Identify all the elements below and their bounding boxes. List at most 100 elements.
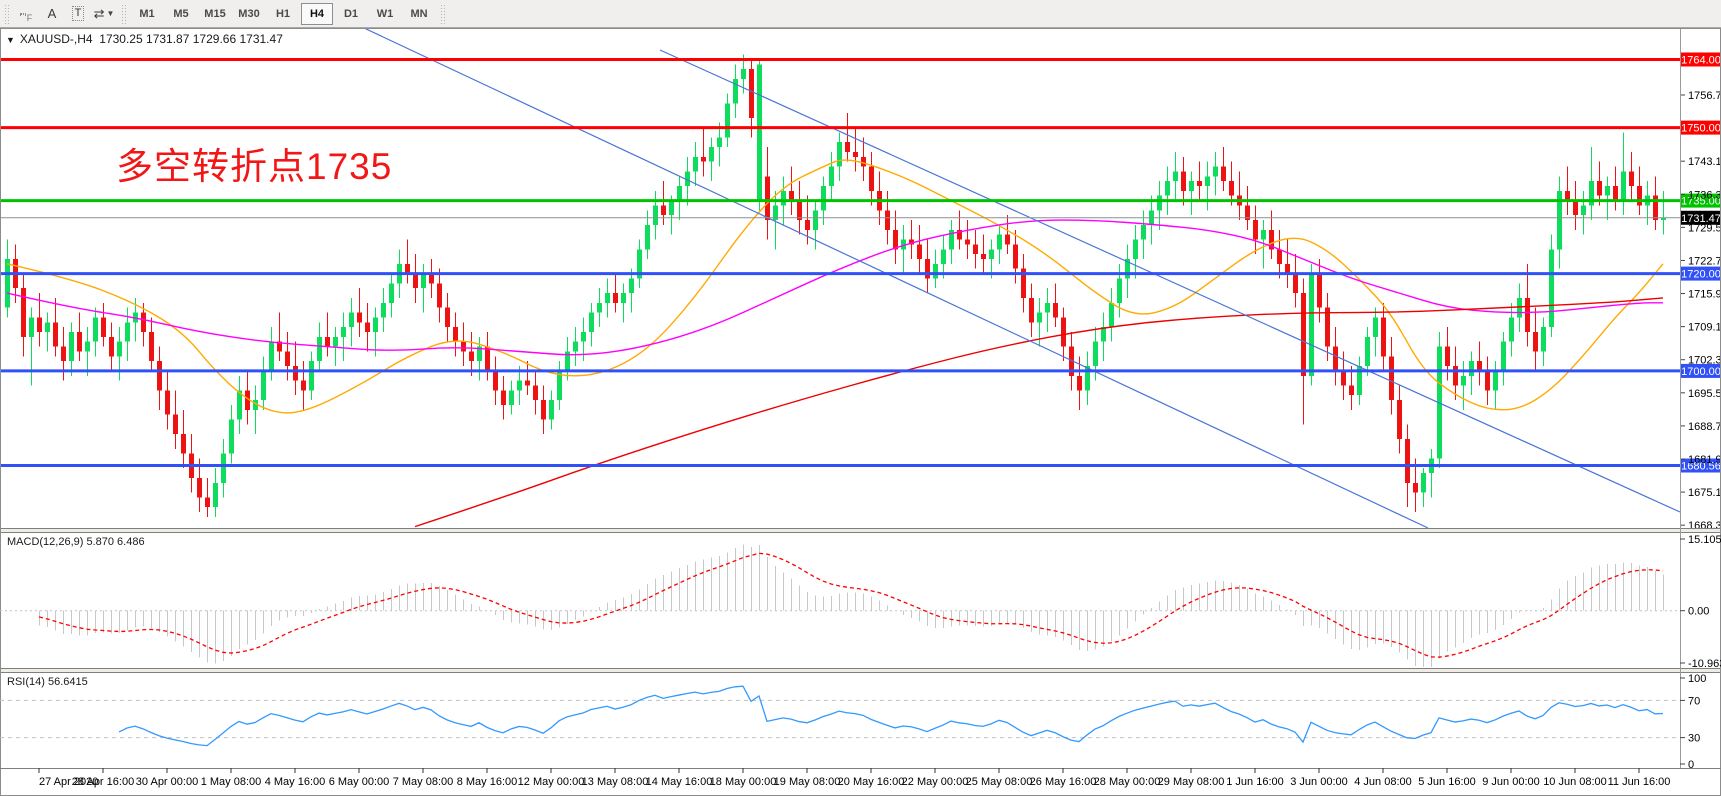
time-label: 25 May 08:00 <box>966 776 1033 788</box>
time-label: 4 May 16:00 <box>265 776 326 788</box>
candle-body <box>1157 195 1162 211</box>
ma-medium-magenta <box>6 219 1663 356</box>
time-label: 29 May 08:00 <box>1158 776 1225 788</box>
toolbar-grip-3[interactable] <box>440 3 445 24</box>
hline-badge-1700.00 <box>1681 363 1721 378</box>
candle-body <box>1485 370 1490 391</box>
time-label: 1 May 08:00 <box>201 776 262 788</box>
text-tool-button[interactable]: A <box>40 2 64 26</box>
frame-f-tool-button[interactable]: F <box>14 2 38 26</box>
timeframe-button-mn[interactable]: MN <box>410 7 428 20</box>
timeframe-button-h4[interactable]: H4 <box>301 2 333 25</box>
pane-splitter[interactable] <box>0 668 1721 673</box>
price-tick-label: 1715.90 <box>1688 289 1721 301</box>
candle-body <box>541 400 546 420</box>
timeframe-button-m30[interactable]: M30 <box>238 7 260 20</box>
time-label: 28 Apr 16:00 <box>72 776 134 788</box>
timeframe-button-m1[interactable]: M1 <box>139 7 155 20</box>
candle-body <box>1173 171 1178 182</box>
candle-body <box>101 317 106 337</box>
hline-badge-1680.56 <box>1681 458 1721 473</box>
candle-body <box>981 254 986 259</box>
candle-body <box>141 312 146 332</box>
candle-body <box>1533 331 1538 352</box>
candle-body <box>941 249 946 264</box>
candle-body <box>445 307 450 328</box>
candle-body <box>813 210 818 230</box>
candle-body <box>1221 166 1226 182</box>
text-label-tool-button[interactable]: T <box>66 2 90 26</box>
timeframe-button-m5[interactable]: M5 <box>173 7 189 20</box>
macd-axis-label: -10.963 <box>1688 658 1721 670</box>
candle-body <box>293 366 298 381</box>
candle-body <box>693 156 698 172</box>
arrows-tool-button[interactable]: ⇄ ▼ <box>92 2 116 26</box>
rsi-line <box>118 685 1664 747</box>
candle-body <box>85 341 90 352</box>
candle-body <box>109 336 114 357</box>
timeframe-button-w1[interactable]: W1 <box>376 7 394 20</box>
time-label: 12 May 00:00 <box>518 776 585 788</box>
candle-body <box>1117 278 1122 303</box>
arrows-tool-dropdown-icon[interactable]: ▼ <box>106 9 115 18</box>
candle-body <box>1053 302 1058 318</box>
toolbar-grip-2[interactable] <box>121 3 126 24</box>
candle-body <box>621 293 626 303</box>
candle-body <box>1229 181 1234 196</box>
timeframe-button-h1[interactable]: H1 <box>275 7 291 20</box>
candle-body <box>181 434 186 454</box>
macd-signal-line <box>38 552 1664 658</box>
timeframe-button-m15[interactable]: M15 <box>204 7 226 20</box>
candle-body <box>413 273 418 289</box>
trendline-1[interactable] <box>363 28 1429 529</box>
candle-body <box>1325 307 1330 347</box>
hline-badge-text: 1750.00 <box>1681 123 1721 135</box>
candle-body <box>501 390 506 405</box>
candle-body <box>1037 312 1042 323</box>
timeframes-group: M1 M5 M15 M30 H1 H4 D1 W1 MN <box>130 2 436 25</box>
macd-axis-label: 0.00 <box>1688 606 1709 618</box>
candle-body <box>1333 346 1338 371</box>
candle-body <box>1069 346 1074 376</box>
candle-body <box>885 210 890 230</box>
candle-body <box>485 346 490 371</box>
candle-body <box>1565 190 1570 201</box>
pane-splitter[interactable] <box>0 528 1721 533</box>
candle-body <box>589 312 594 332</box>
rsi-axis-label: 30 <box>1688 733 1700 745</box>
toolbar-grip[interactable] <box>4 3 9 24</box>
candle-body <box>1365 336 1370 367</box>
chart-canvas[interactable]: 1764.00 1750.00 1735.00 1720.00 1700.00 1680.… <box>0 28 1721 796</box>
chart-area[interactable]: 1764.00 1750.00 1735.00 1720.00 1700.00 1680.… <box>0 28 1721 796</box>
candle-body <box>861 156 866 167</box>
candle-body <box>653 205 658 225</box>
candle-body <box>93 317 98 342</box>
candle-body <box>1181 171 1186 191</box>
candle-body <box>1085 366 1090 391</box>
candle-body <box>213 482 218 508</box>
candle-body <box>1341 370 1346 386</box>
candle-body <box>1389 356 1394 401</box>
price-tick-label: 1688.70 <box>1688 421 1721 433</box>
timeframe-button-d1[interactable]: D1 <box>343 7 359 20</box>
candle-body <box>357 312 362 323</box>
candle-body <box>1213 166 1218 177</box>
candle-body <box>317 336 322 362</box>
price-tick-label: 1756.70 <box>1688 90 1721 102</box>
candle-body <box>301 380 306 391</box>
time-label: 4 Jun 08:00 <box>1354 776 1412 788</box>
time-label: 9 Jun 00:00 <box>1482 776 1540 788</box>
candle-body <box>1133 239 1138 259</box>
candle-body <box>389 283 394 303</box>
candle-body <box>509 390 514 405</box>
candle-body <box>949 229 954 250</box>
candle-body <box>845 142 850 152</box>
candle-body <box>1245 205 1250 221</box>
candle-body <box>709 147 714 162</box>
candle-body <box>1189 181 1194 191</box>
time-label: 5 Jun 16:00 <box>1418 776 1476 788</box>
candle-body <box>205 497 210 508</box>
candle-body <box>277 341 282 352</box>
time-label: 19 May 08:00 <box>774 776 841 788</box>
